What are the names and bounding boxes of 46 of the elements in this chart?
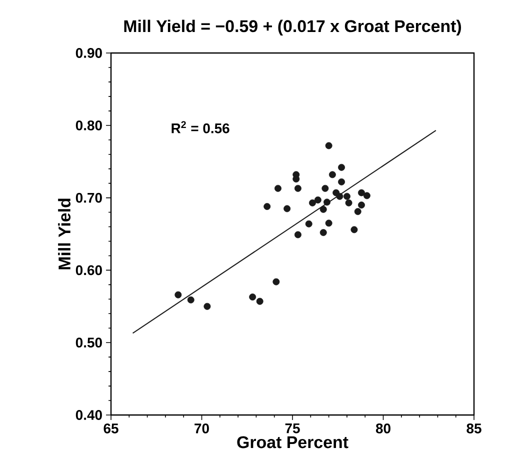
point <box>256 298 264 305</box>
x-tick-label: 80 <box>376 423 390 434</box>
point <box>336 192 344 200</box>
point <box>314 196 322 204</box>
point <box>354 208 362 216</box>
annotation: R$^{2}$ = 0.56 <box>172 121 230 134</box>
x-tick-label: 70 <box>194 423 209 434</box>
point <box>204 302 211 310</box>
point <box>328 171 336 178</box>
point <box>284 205 291 212</box>
y-tick-label: 0.80 <box>76 120 102 130</box>
point <box>363 192 370 200</box>
y-tick-label: 0.40 <box>76 410 102 420</box>
point <box>338 164 345 171</box>
x-tick-label: 65 <box>104 423 118 434</box>
y-axis-title: Mill Yield <box>58 198 71 270</box>
point <box>324 198 330 206</box>
point <box>294 231 302 238</box>
x-axis-title: Groat Percent <box>237 436 348 448</box>
point <box>358 189 365 196</box>
point <box>350 226 358 234</box>
point <box>249 294 256 300</box>
point <box>338 178 345 186</box>
x-tick-label: 85 <box>466 423 482 434</box>
point <box>358 202 365 209</box>
chart-title: Mill Yield = −0.59 + (0.017 x Groat Percent) <box>124 20 462 36</box>
point <box>308 199 316 206</box>
point <box>264 203 271 210</box>
point <box>320 229 327 236</box>
point <box>343 192 350 200</box>
point <box>274 184 282 192</box>
point <box>174 291 182 298</box>
point <box>320 206 327 213</box>
point <box>305 220 312 228</box>
point <box>187 296 194 304</box>
x-tick-label: 75 <box>285 424 300 434</box>
point <box>272 278 280 286</box>
y-tick-label: 0.50 <box>76 338 102 348</box>
point <box>294 184 302 192</box>
point <box>325 142 332 150</box>
point <box>345 199 352 206</box>
y-tick-label: 0.70 <box>76 192 102 203</box>
point <box>325 220 332 227</box>
y-tick-label: 0.60 <box>76 265 102 276</box>
y-tick-label: 0.90 <box>76 48 102 58</box>
point <box>322 184 329 192</box>
